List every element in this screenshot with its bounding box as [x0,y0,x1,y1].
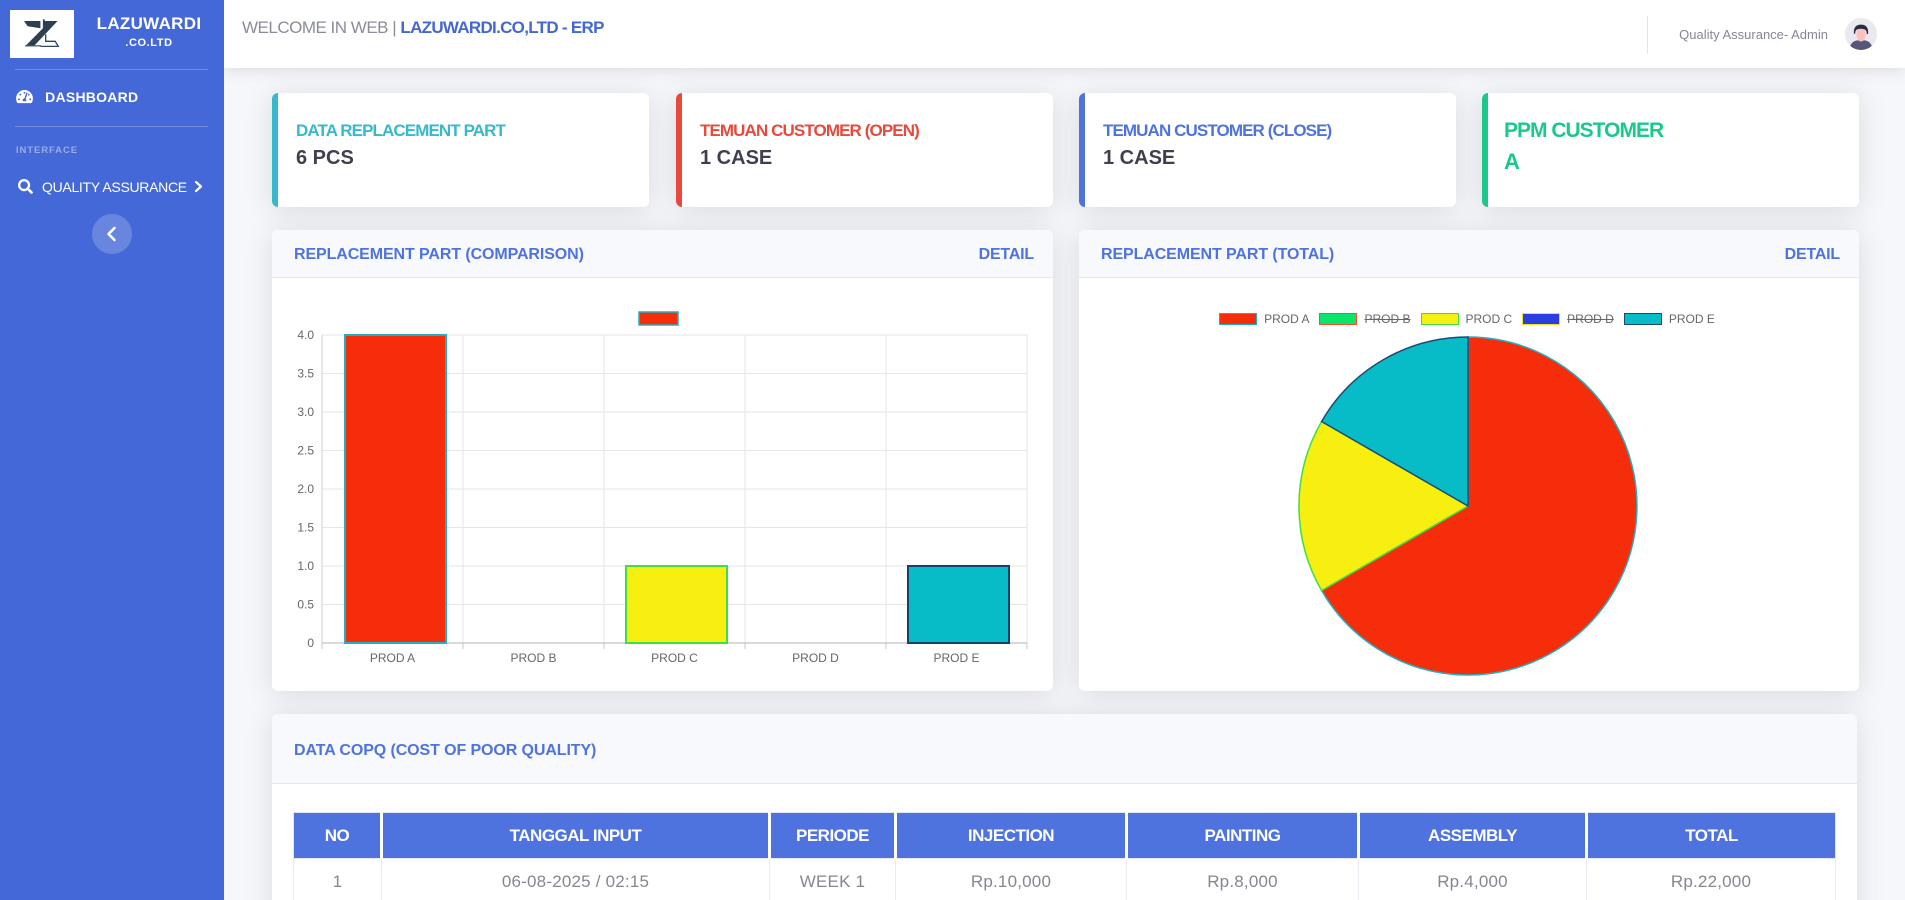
svg-text:1.0: 1.0 [297,559,314,573]
svg-text:PROD B: PROD B [510,651,556,665]
svg-text:1.5: 1.5 [297,521,314,535]
svg-text:2.5: 2.5 [297,444,314,458]
svg-text:4.0: 4.0 [297,328,314,342]
svg-text:3.0: 3.0 [297,405,314,419]
svg-text:0: 0 [307,636,314,650]
svg-text:2.0: 2.0 [297,482,314,496]
svg-text:3.5: 3.5 [297,367,314,381]
svg-text:PROD C: PROD C [651,651,698,665]
svg-text:PROD D: PROD D [792,651,839,665]
svg-text:0.5: 0.5 [297,598,314,612]
svg-text:PROD E: PROD E [933,651,979,665]
svg-text:PROD A: PROD A [370,651,415,665]
